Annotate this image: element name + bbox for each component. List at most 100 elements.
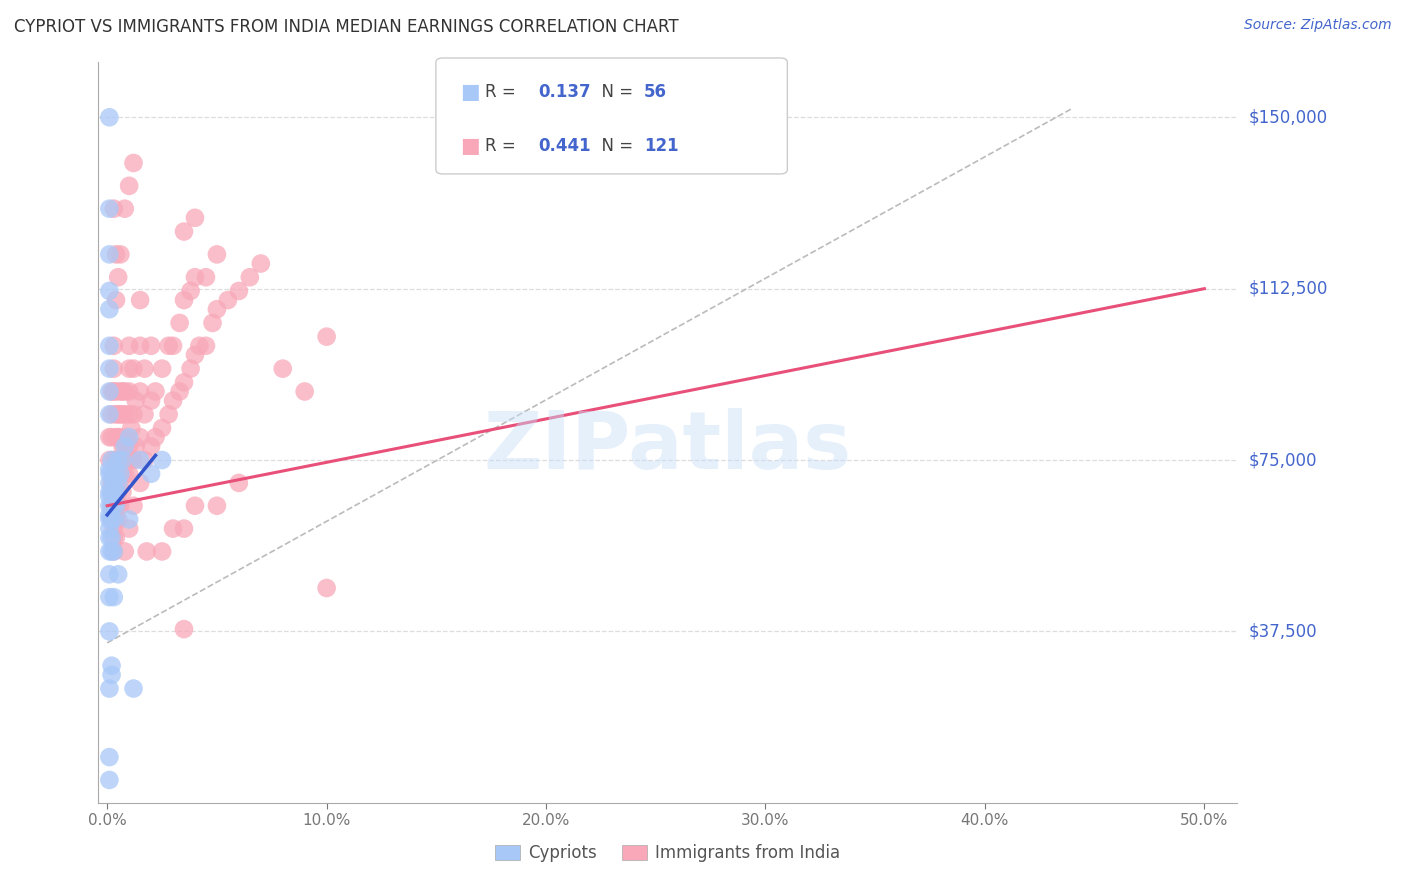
Point (107, 467, 129, 481)
Text: $75,000: $75,000 (1249, 451, 1317, 469)
Point (98, 522, 121, 536)
Point (100, 485, 122, 500)
Point (162, 339, 184, 353)
Point (100, 531, 122, 545)
Text: $150,000: $150,000 (1249, 108, 1327, 127)
Point (98, 750, 121, 764)
Point (98, 531, 121, 545)
Point (100, 512, 122, 526)
Point (115, 453, 138, 467)
Point (104, 485, 127, 500)
Point (98, 110, 121, 124)
Point (139, 467, 162, 481)
Point (150, 421, 173, 435)
Point (103, 485, 125, 500)
Point (110, 384, 132, 399)
Point (194, 339, 217, 353)
Text: $112,500: $112,500 (1249, 280, 1327, 298)
Point (103, 531, 125, 545)
Point (107, 475, 129, 490)
Point (173, 622, 195, 636)
Point (98, 544, 121, 558)
Point (98, 302, 121, 317)
Point (100, 658, 122, 673)
Point (103, 522, 125, 536)
Legend: Cypriots, Immigrants from India: Cypriots, Immigrants from India (488, 838, 848, 869)
Point (114, 439, 136, 453)
Point (98, 384, 121, 399)
Point (125, 393, 148, 408)
Point (107, 512, 129, 526)
Point (98, 284, 121, 298)
Point (180, 284, 202, 298)
Point (157, 408, 180, 422)
Point (118, 512, 141, 526)
Point (98, 490, 121, 504)
Point (98, 408, 121, 422)
Point (100, 430, 122, 444)
Point (122, 408, 145, 422)
Text: Source: ZipAtlas.com: Source: ZipAtlas.com (1244, 18, 1392, 32)
Point (98, 430, 121, 444)
Text: R =: R = (485, 84, 522, 102)
Point (98, 247, 121, 261)
Point (107, 567, 129, 582)
Point (173, 376, 195, 390)
Point (173, 522, 195, 536)
Point (129, 430, 152, 444)
Point (315, 581, 337, 595)
Point (98, 508, 121, 522)
Point (98, 499, 121, 513)
Point (201, 316, 224, 330)
Point (173, 225, 195, 239)
Point (122, 681, 145, 696)
Point (103, 339, 125, 353)
Point (129, 293, 152, 307)
Point (98, 202, 121, 216)
Point (110, 430, 132, 444)
Point (111, 485, 134, 500)
Point (104, 485, 127, 500)
Text: CYPRIOT VS IMMIGRANTS FROM INDIA MEDIAN EARNINGS CORRELATION CHART: CYPRIOT VS IMMIGRANTS FROM INDIA MEDIAN … (14, 18, 679, 36)
Point (118, 430, 141, 444)
Point (294, 384, 316, 399)
Point (114, 467, 136, 481)
Point (135, 544, 157, 558)
Point (103, 590, 125, 604)
Point (100, 668, 122, 682)
Text: ■: ■ (460, 136, 479, 156)
Point (157, 339, 180, 353)
Point (110, 499, 132, 513)
Point (110, 475, 132, 490)
Point (104, 408, 127, 422)
Text: N =: N = (591, 137, 638, 155)
Point (118, 339, 141, 353)
Text: ZIPatlas: ZIPatlas (484, 409, 852, 486)
Point (228, 475, 250, 490)
Point (103, 202, 125, 216)
Point (103, 384, 125, 399)
Point (169, 316, 191, 330)
Point (104, 512, 127, 526)
Point (107, 499, 129, 513)
Point (111, 408, 134, 422)
Point (107, 270, 129, 285)
Point (98, 772, 121, 787)
Point (100, 467, 122, 481)
Text: 121: 121 (644, 137, 679, 155)
Point (111, 467, 134, 481)
Point (107, 485, 129, 500)
Point (100, 453, 122, 467)
Text: 56: 56 (644, 84, 666, 102)
Text: R =: R = (485, 137, 522, 155)
Point (100, 408, 122, 422)
Point (169, 384, 191, 399)
Point (111, 384, 134, 399)
Point (205, 302, 228, 317)
Point (122, 499, 145, 513)
Point (194, 270, 217, 285)
Point (134, 361, 156, 376)
Point (184, 211, 207, 225)
Point (114, 202, 136, 216)
Point (114, 408, 136, 422)
